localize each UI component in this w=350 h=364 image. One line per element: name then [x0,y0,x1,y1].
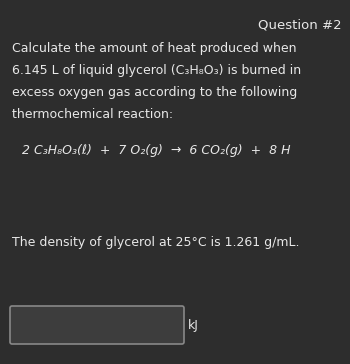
Text: excess oxygen gas according to the following: excess oxygen gas according to the follo… [12,86,297,99]
FancyBboxPatch shape [10,306,184,344]
Text: 2 C₃H₈O₃(ℓ)  +  7 O₂(g)  →  6 CO₂(g)  +  8 H: 2 C₃H₈O₃(ℓ) + 7 O₂(g) → 6 CO₂(g) + 8 H [22,144,290,157]
Text: Question #2: Question #2 [258,18,342,31]
Text: kJ: kJ [188,318,199,332]
Text: thermochemical reaction:: thermochemical reaction: [12,108,173,121]
Text: The density of glycerol at 25°C is 1.261 g/mL.: The density of glycerol at 25°C is 1.261… [12,236,300,249]
Text: 6.145 L of liquid glycerol (C₃H₈O₃) is burned in: 6.145 L of liquid glycerol (C₃H₈O₃) is b… [12,64,301,77]
Text: Calculate the amount of heat produced when: Calculate the amount of heat produced wh… [12,42,296,55]
